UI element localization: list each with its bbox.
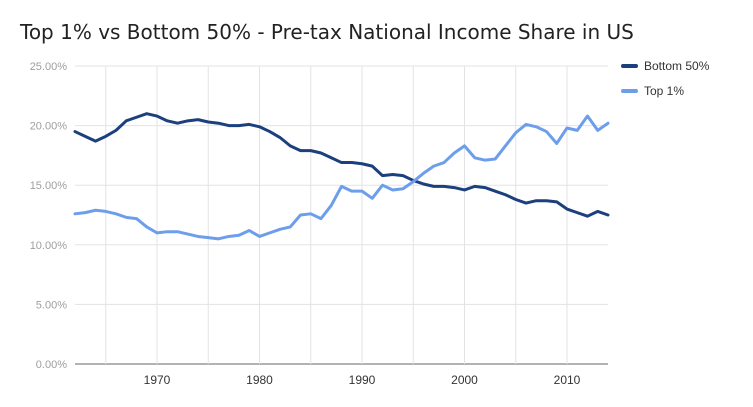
y-tick-label: 0.00% — [36, 359, 67, 371]
y-tick-label: 10.00% — [30, 240, 68, 252]
legend-label-bottom-50: Bottom 50% — [644, 59, 710, 73]
y-tick-label: 20.00% — [30, 121, 68, 133]
x-tick-label: 1970 — [144, 373, 171, 387]
x-tick-label: 2010 — [554, 373, 581, 387]
y-tick-label: 15.00% — [30, 180, 68, 192]
series-line-bottom-50 — [73, 112, 610, 218]
series-layer — [73, 112, 610, 241]
chart-title: Top 1% vs Bottom 50% - Pre-tax National … — [20, 20, 634, 44]
grid-layer — [75, 65, 608, 365]
legend-label-top-1: Top 1% — [644, 84, 684, 98]
y-tick-label: 25.00% — [30, 61, 68, 73]
x-tick-label: 1980 — [246, 373, 273, 387]
series-line-top-1 — [73, 114, 610, 241]
x-tick-label: 2000 — [451, 373, 478, 387]
y-tick-label: 5.00% — [36, 299, 67, 311]
axis-labels: 0.00% 5.00% 10.00% 15.00% 20.00% 25.00% 1970 19… — [30, 61, 581, 387]
x-tick-label: 1990 — [349, 373, 376, 387]
legend: Bottom 50% Top 1% — [621, 59, 710, 98]
